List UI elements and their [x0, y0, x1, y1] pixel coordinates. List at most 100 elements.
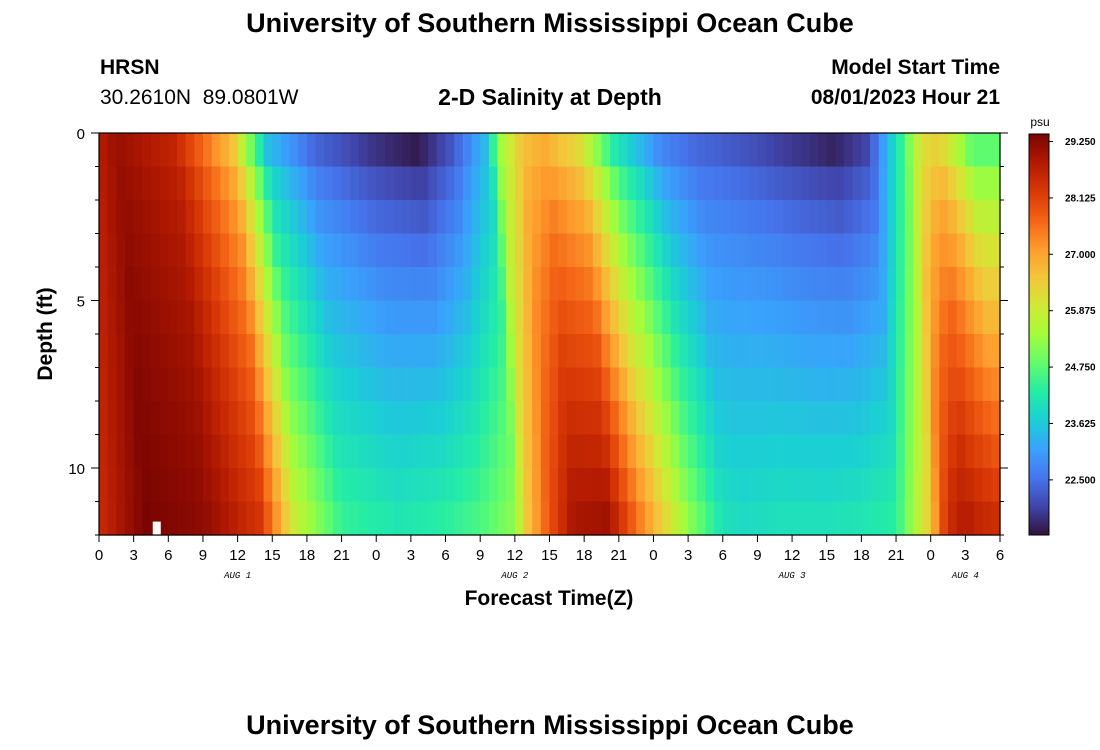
heatmap-cell [220, 200, 230, 235]
heatmap-cell [228, 166, 239, 201]
heatmap-cell [783, 434, 793, 469]
heatmap-cell [272, 401, 282, 436]
heatmap-cell [306, 267, 317, 302]
heatmap-cell [878, 334, 888, 369]
heatmap-cell [991, 267, 1001, 302]
heatmap-cell [471, 401, 481, 436]
heatmap-cell [289, 334, 299, 369]
heatmap-cell [254, 233, 265, 268]
heatmap-cell [506, 434, 516, 469]
heatmap-cell [176, 468, 187, 503]
heatmap-cell [150, 434, 161, 469]
heatmap-cell [696, 334, 707, 369]
heatmap-cell [896, 501, 906, 536]
heatmap-cell [263, 233, 273, 268]
heatmap-cell [956, 267, 966, 302]
heatmap-cell [497, 267, 507, 302]
heatmap-cell [636, 434, 646, 469]
heatmap-cell [618, 133, 629, 168]
heatmap-cell [254, 267, 265, 302]
heatmap-cell [150, 267, 161, 302]
heatmap-cell [818, 166, 828, 201]
heatmap-cell [202, 401, 213, 436]
heatmap-cell [185, 133, 195, 168]
heatmap-cell [887, 267, 897, 302]
heatmap-cell [792, 501, 802, 536]
heatmap-cell [480, 133, 490, 168]
heatmap-cell [350, 367, 360, 402]
heatmap-cell [939, 233, 949, 268]
heatmap-cell [566, 401, 577, 436]
heatmap-cell [618, 468, 629, 503]
heatmap-cell [523, 501, 533, 536]
heatmap-cell [636, 166, 646, 201]
x-tick-label: 18 [853, 547, 870, 564]
heatmap-cell [852, 501, 862, 536]
heatmap-cell [584, 133, 594, 168]
heatmap-cell [298, 267, 308, 302]
heatmap-cell [263, 200, 273, 235]
heatmap-cell [731, 434, 741, 469]
heatmap-cell [844, 334, 854, 369]
heatmap-cell [809, 133, 819, 168]
heatmap-cell [766, 334, 776, 369]
heatmap-cell [220, 334, 230, 369]
heatmap-cell [636, 267, 646, 302]
heatmap-cell [107, 133, 117, 168]
heatmap-cell [306, 367, 317, 402]
heatmap-cell [280, 200, 291, 235]
heatmap-cell [384, 334, 395, 369]
heatmap-cell [774, 468, 785, 503]
heatmap-cell [722, 300, 733, 335]
heatmap-cell [974, 434, 984, 469]
heatmap-cell [705, 434, 715, 469]
heatmap-cell [471, 233, 481, 268]
heatmap-cell [445, 200, 455, 235]
heatmap-cell [324, 233, 334, 268]
heatmap-cell [679, 468, 689, 503]
heatmap-cell [774, 166, 785, 201]
heatmap-cell [757, 200, 767, 235]
heatmap-cell [670, 401, 681, 436]
heatmap-cell [133, 501, 143, 536]
heatmap-cell [800, 267, 810, 302]
heatmap-cell [774, 133, 785, 168]
heatmap-cell [636, 401, 646, 436]
heatmap-cell [809, 367, 819, 402]
heatmap-cell [549, 501, 559, 536]
heatmap-cell [341, 300, 351, 335]
heatmap-cell [194, 300, 204, 335]
heatmap-cell [107, 166, 117, 201]
heatmap-cell [566, 133, 577, 168]
heatmap-cell [419, 468, 429, 503]
heatmap-cell [116, 434, 126, 469]
heatmap-cell [800, 501, 810, 536]
heatmap-cell [497, 200, 507, 235]
heatmap-cell [384, 501, 395, 536]
heatmap-cell [376, 401, 386, 436]
heatmap-cell [826, 133, 836, 168]
heatmap-cell [792, 267, 802, 302]
heatmap-cell [488, 200, 499, 235]
heatmap-cell [558, 300, 568, 335]
heatmap-cell [497, 334, 507, 369]
heatmap-cell [870, 267, 880, 302]
heatmap-cell [445, 166, 455, 201]
heatmap-cell [618, 367, 629, 402]
heatmap-cell [410, 300, 421, 335]
heatmap-cell [272, 300, 282, 335]
heatmap-cell [332, 367, 343, 402]
heatmap-cell [566, 334, 577, 369]
heatmap-cell [870, 334, 880, 369]
heatmap-cell [124, 434, 135, 469]
heatmap-cell [982, 166, 992, 201]
heatmap-cell [566, 200, 577, 235]
heatmap-cell [254, 166, 265, 201]
heatmap-cell [488, 501, 499, 536]
heatmap-cell [514, 501, 525, 536]
heatmap-cell [462, 434, 473, 469]
heatmap-cell [714, 434, 724, 469]
heatmap-cell [185, 300, 195, 335]
heatmap-cell [168, 133, 178, 168]
heatmap-cell [731, 267, 741, 302]
